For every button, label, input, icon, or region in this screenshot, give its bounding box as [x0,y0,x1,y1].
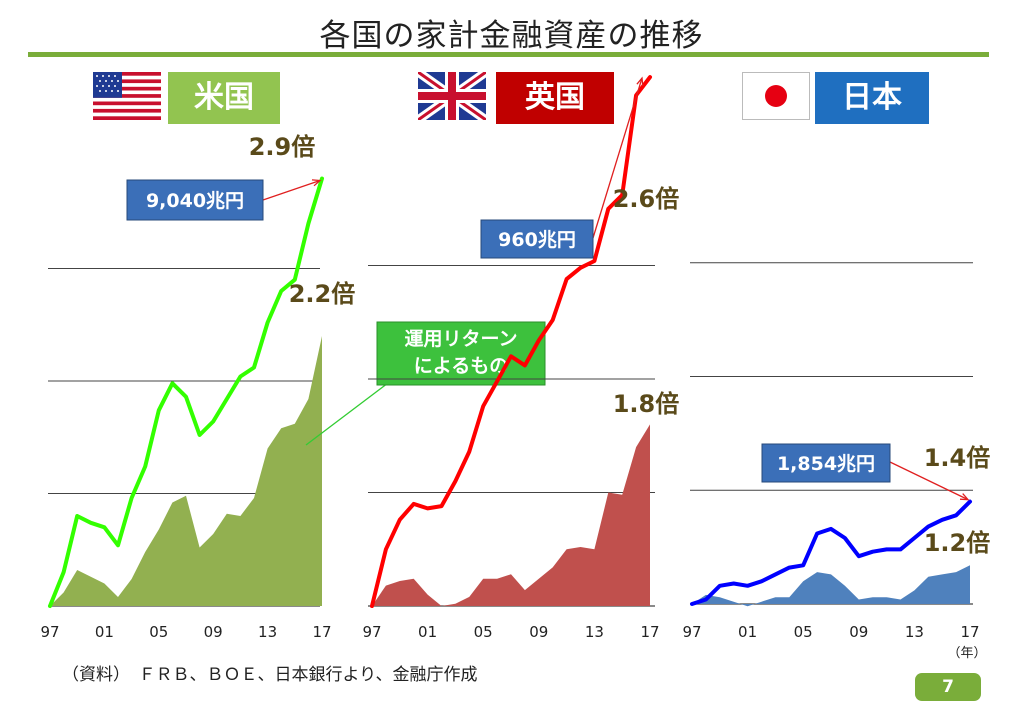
x-tick-label: 17 [640,623,659,641]
callout-arrow [592,77,643,239]
x-tick-label: 17 [960,623,979,641]
x-tick-label: 01 [738,623,757,641]
country-label-japan: 日本 [815,72,929,124]
amount-callout-box [126,179,264,221]
returns-callout-text: 運用リターン [404,328,517,350]
amount-callout-text: 9,040兆円 [146,190,244,212]
amount-callout-box [761,443,891,483]
x-tick-label: 05 [474,623,493,641]
x-tick-label: 97 [682,623,701,641]
x-tick-label: 01 [418,623,437,641]
area-series [692,565,970,607]
callout-arrow [262,179,321,201]
x-tick-label: 17 [312,623,331,641]
us-flag-icon [93,72,161,120]
page-title: 各国の家計金融資産の推移 [319,18,704,54]
x-tick-label: 09 [529,623,548,641]
area-series [50,336,322,606]
source-note: （資料） ＦＲＢ、ＢＯＥ、日本銀行より、金融庁作成 [62,665,478,685]
area-multiplier-label: 1.2倍 [924,529,991,557]
x-tick-label: 13 [585,623,604,641]
x-tick-label: 05 [149,623,168,641]
callout-arrowhead [959,493,970,501]
area-multiplier-label: 2.2倍 [289,280,356,308]
line-series [690,499,972,606]
amount-callout-box [480,219,594,259]
line-series [370,75,652,608]
callout-arrow [889,461,969,501]
country-label-uk: 英国 [496,72,614,124]
callout-arrowhead [311,179,322,187]
x-tick-label: 13 [905,623,924,641]
line-series [48,176,324,608]
country-label-us: 米国 [168,72,280,124]
japan-flag-icon [742,72,810,120]
amount-callout-text: 1,854兆円 [777,453,875,475]
page-number: 7 [915,673,981,701]
title-underline [28,52,989,57]
x-tick-label: 09 [204,623,223,641]
callout-arrowhead [636,76,644,87]
returns-pointer-line [305,379,393,446]
line-multiplier-label: 1.4倍 [924,444,991,472]
line-multiplier-label: 2.6倍 [613,185,680,213]
x-unit-label: （年） [947,646,986,661]
area-series [372,424,650,606]
x-tick-label: 97 [40,623,59,641]
area-multiplier-label: 1.8倍 [613,390,680,418]
returns-callout-box [376,321,546,386]
x-tick-label: 13 [258,623,277,641]
x-tick-label: 09 [849,623,868,641]
x-tick-label: 05 [794,623,813,641]
line-multiplier-label: 2.9倍 [249,133,316,161]
uk-flag-icon [415,68,489,124]
amount-callout-text: 960兆円 [498,229,576,251]
x-tick-label: 01 [95,623,114,641]
x-tick-label: 97 [362,623,381,641]
returns-callout-text: によるもの [414,355,508,377]
